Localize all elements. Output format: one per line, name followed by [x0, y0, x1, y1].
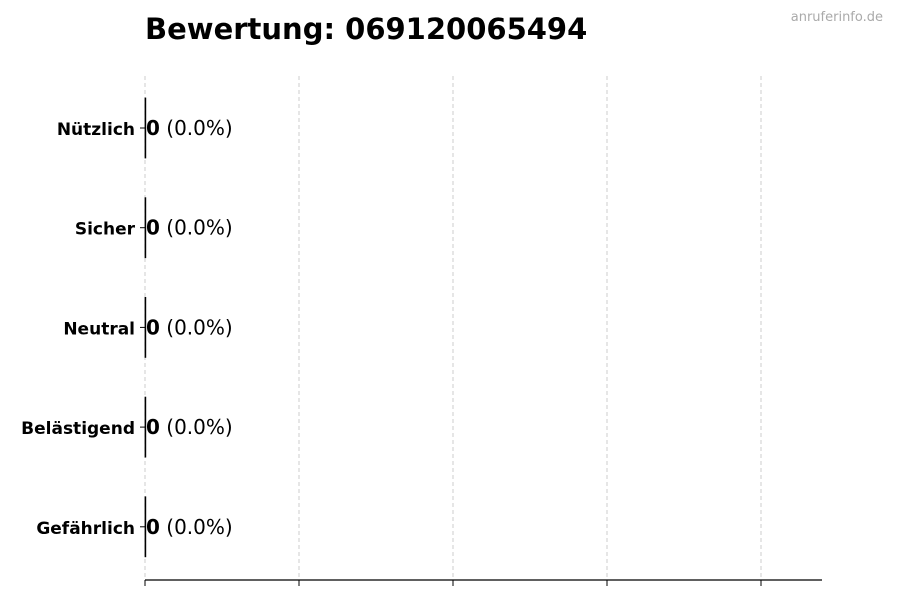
- category-label: Gefährlich: [36, 519, 135, 539]
- percent-value: (0.0%): [160, 415, 233, 439]
- count-value: 0: [146, 116, 160, 140]
- percent-value: (0.0%): [160, 216, 233, 240]
- watermark: anruferinfo.de: [790, 10, 883, 25]
- percent-value: (0.0%): [160, 515, 233, 539]
- category-label: Belästigend: [21, 419, 135, 439]
- percent-value: (0.0%): [160, 116, 233, 140]
- category-label: Neutral: [63, 319, 135, 339]
- count-value: 0: [146, 315, 160, 339]
- category-label: Nützlich: [57, 120, 135, 140]
- count-value: 0: [146, 515, 160, 539]
- data-label: 0 (0.0%): [146, 116, 233, 140]
- data-label: 0 (0.0%): [146, 315, 233, 339]
- count-value: 0: [146, 216, 160, 240]
- data-label: 0 (0.0%): [146, 515, 233, 539]
- count-value: 0: [146, 415, 160, 439]
- category-label: Sicher: [75, 220, 136, 240]
- percent-value: (0.0%): [160, 315, 233, 339]
- data-label: 0 (0.0%): [146, 216, 233, 240]
- data-label: 0 (0.0%): [146, 415, 233, 439]
- chart-title: Bewertung: 069120065494: [145, 12, 588, 46]
